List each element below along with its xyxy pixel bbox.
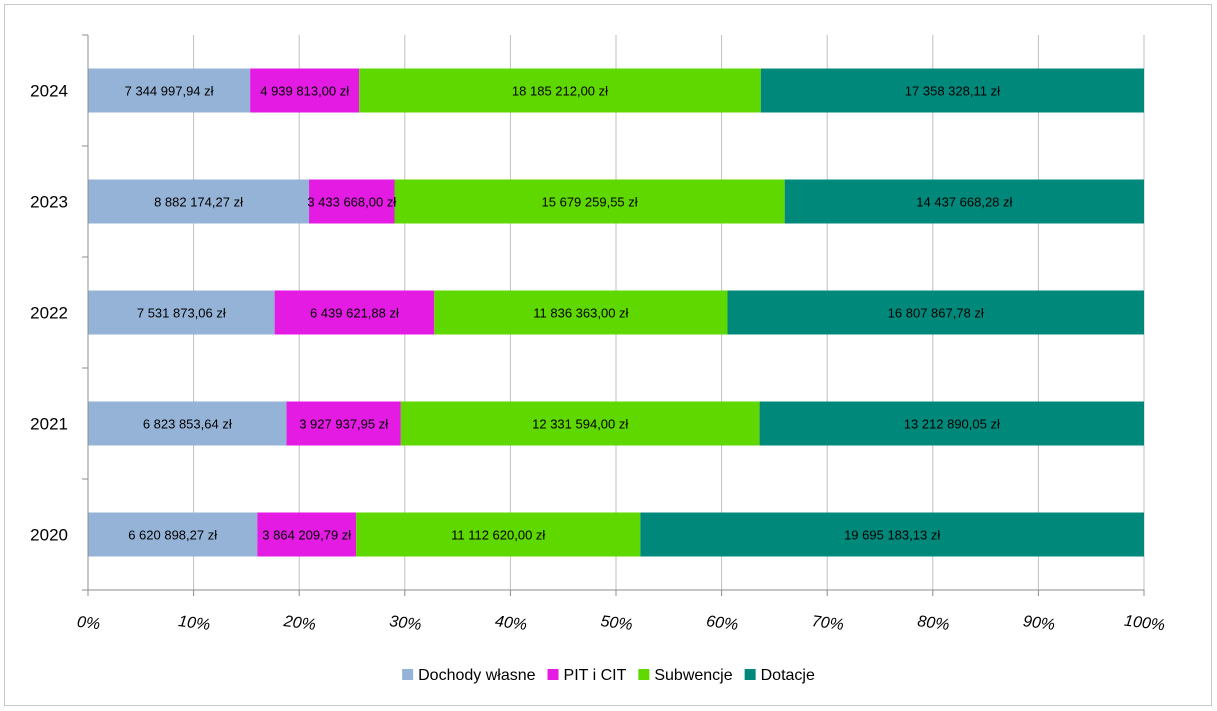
data-labels: 7 344 997,94 zł 4 939 813,00 zł 18 185 212…: [125, 84, 1013, 543]
data-label: 13 212 890,05 zł: [904, 417, 1000, 432]
legend-label: Dochody własne: [418, 667, 536, 684]
legend-label: Dotacje: [761, 667, 815, 684]
category-label: 2023: [30, 193, 68, 212]
axes: 0% 10% 20% 30% 40% 50% 60% 70% 80% 90% 100% 2024 202…: [30, 34, 1166, 635]
bar-segment: [250, 68, 360, 113]
bar-segment: [784, 179, 1144, 224]
bar-segment: [286, 401, 401, 446]
legend-swatch: [402, 669, 414, 680]
data-label: 16 807 867,78 zł: [888, 306, 984, 321]
data-label: 11 112 620,00 zł: [451, 528, 545, 543]
legend-item: Dochody własne: [402, 667, 536, 684]
x-tick-label: 90%: [1022, 613, 1056, 634]
bar-segment: [309, 179, 395, 224]
x-tick-label: 20%: [282, 613, 317, 634]
data-label: 3 864 209,79 zł: [262, 528, 351, 543]
bar-segment: [760, 68, 1144, 113]
x-tick-label: 0%: [76, 614, 101, 634]
category-label: 2024: [30, 82, 68, 101]
legend-label: PIT i CIT: [564, 667, 627, 684]
bar-segment: [359, 68, 761, 113]
data-label: 17 358 328,11 zł: [905, 84, 1000, 99]
data-label: 12 331 594,00 zł: [532, 417, 628, 432]
bar-segment: [400, 401, 760, 446]
legend-swatch: [547, 669, 559, 680]
bar-segment: [394, 179, 785, 224]
bar-segment: [257, 512, 357, 557]
data-label: 3 927 937,95 zł: [299, 417, 388, 432]
category-label: 2020: [30, 526, 68, 545]
legend: Dochody własne PIT i CIT Subwencje Dotacje: [402, 667, 815, 684]
data-label: 6 439 621,88 zł: [310, 306, 399, 321]
legend-item: Subwencje: [638, 667, 733, 684]
data-label: 18 185 212,00 zł: [512, 84, 608, 99]
bar-segment: [88, 68, 251, 113]
bar-segment: [640, 512, 1144, 557]
data-label: 6 823 853,64 zł: [143, 417, 232, 432]
data-label: 7 531 873,06 zł: [137, 306, 226, 321]
x-tick-label: 60%: [705, 613, 739, 634]
x-tick-label: 70%: [811, 613, 845, 634]
x-tick-label: 50%: [600, 613, 634, 634]
chart-frame: [4, 4, 1212, 706]
data-label: 8 882 174,27 zł: [154, 195, 243, 210]
data-label: 3 433 668,00 zł: [307, 195, 396, 210]
bar-segment: [274, 290, 435, 335]
x-tick-label: 80%: [916, 613, 950, 634]
bar-segment: [88, 401, 287, 446]
bar-segment: [88, 179, 310, 224]
data-label: 19 695 183,13 zł: [844, 528, 940, 543]
category-label: 2021: [30, 415, 68, 434]
x-tick-label: 10%: [177, 613, 211, 634]
x-tick-label: 40%: [494, 613, 528, 634]
legend-item: PIT i CIT: [547, 667, 627, 684]
bar-segment: [434, 290, 728, 335]
legend-item: Dotacje: [744, 667, 815, 684]
bar-segment: [88, 512, 258, 557]
x-tick-label: 100%: [1123, 613, 1166, 635]
data-label: 7 344 997,94 zł: [125, 84, 214, 99]
x-tick-label: 30%: [388, 613, 422, 634]
data-label: 15 679 259,55 zł: [542, 195, 638, 210]
bars: [88, 68, 1144, 557]
bar-segment: [356, 512, 641, 557]
legend-swatch: [744, 669, 756, 680]
data-label: 14 437 668,28 zł: [916, 195, 1012, 210]
bar-segment: [88, 290, 275, 335]
legend-label: Subwencje: [654, 667, 732, 684]
data-label: 4 939 813,00 zł: [260, 84, 349, 99]
data-label: 6 620 898,27 zł: [128, 528, 217, 543]
data-label: 11 836 363,00 zł: [533, 306, 628, 321]
category-label: 2022: [30, 304, 68, 323]
bar-segment: [727, 290, 1144, 335]
legend-swatch: [638, 669, 650, 680]
bar-segment: [759, 401, 1144, 446]
